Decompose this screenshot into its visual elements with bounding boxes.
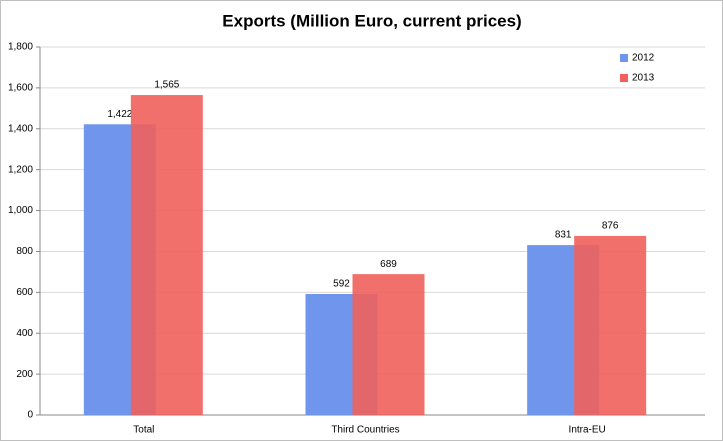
legend-label: 2012 <box>632 53 655 64</box>
value-label: 876 <box>602 221 619 232</box>
value-label: 1,565 <box>154 80 179 91</box>
value-label: 592 <box>333 279 350 290</box>
y-tick-label: 1,600 <box>8 83 33 94</box>
value-label: 831 <box>555 230 572 241</box>
bar <box>574 235 647 415</box>
y-tick-label: 1,000 <box>8 205 33 216</box>
y-tick-label: 200 <box>16 369 33 380</box>
y-tick-label: 600 <box>16 287 33 298</box>
bar <box>130 95 203 416</box>
chart-title: Exports (Million Euro, current prices) <box>222 11 521 30</box>
legend-label: 2013 <box>632 73 655 84</box>
y-tick-label: 1,400 <box>8 123 33 134</box>
y-tick-label: 0 <box>27 410 33 421</box>
y-tick-label: 1,800 <box>8 42 33 53</box>
legend-swatch <box>620 54 628 62</box>
x-tick-label: Total <box>133 425 154 436</box>
value-label: 689 <box>380 259 397 270</box>
y-tick-label: 1,200 <box>8 164 33 175</box>
legend-swatch <box>620 74 628 82</box>
value-label: 1,422 <box>107 109 132 120</box>
y-tick-label: 400 <box>16 328 33 339</box>
bar <box>352 274 425 415</box>
x-tick-label: Third Countries <box>331 425 399 436</box>
x-tick-label: Intra-EU <box>569 425 606 436</box>
y-tick-label: 800 <box>16 246 33 257</box>
